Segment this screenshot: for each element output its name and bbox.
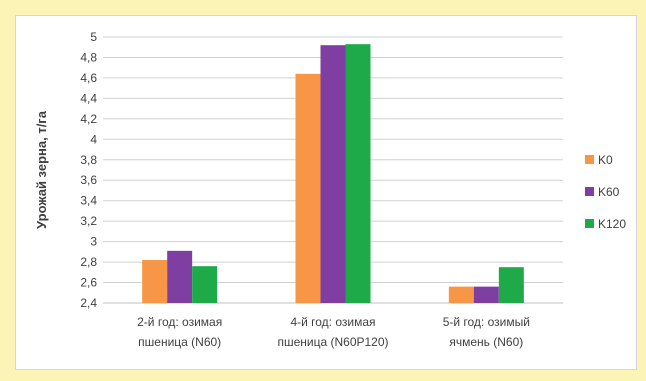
y-tick-label: 2,6 [80, 276, 97, 290]
bar-k0 [142, 260, 168, 303]
legend-swatch [585, 187, 594, 196]
y-tick-label: 4,8 [80, 50, 97, 64]
bar-k120 [192, 266, 218, 303]
bar-k60 [473, 286, 499, 303]
y-tick-label: 4,2 [80, 112, 97, 126]
y-tick-label: 2,4 [80, 296, 97, 310]
y-tick-label: 3,8 [80, 153, 97, 167]
bar-k120 [498, 267, 524, 303]
y-tick-label: 4 [90, 132, 97, 146]
y-tick-label: 3,6 [80, 173, 97, 187]
bar-k0 [448, 286, 474, 303]
y-tick-label: 3 [90, 235, 97, 249]
y-tick-label: 5 [90, 30, 97, 44]
y-tick-label: 4,6 [80, 71, 97, 85]
x-tick-label: пшеница (N60) [138, 335, 221, 349]
legend-label: K120 [598, 217, 626, 231]
y-tick-label: 2,8 [80, 255, 97, 269]
legend-swatch [585, 155, 594, 164]
legend-label: K0 [598, 153, 613, 167]
bar-k60 [320, 45, 346, 303]
y-axis-label: Урожай зерна, т/га [34, 110, 49, 229]
bar-chart: 2,4 2,6 2,8 3 3,2 3,4 3,6 3,8 4 4,2 4,4 4,6 4,8 5 Урож… [34, 30, 626, 349]
legend-swatch [585, 219, 594, 228]
x-tick-label: 5-й год: озимый [443, 315, 530, 329]
chart-area: 2,4 2,6 2,8 3 3,2 3,4 3,6 3,8 4 4,2 4,4 4,6 4,8 5 Урож… [15, 15, 637, 370]
bar-k0 [295, 73, 321, 303]
y-tick-label: 3,4 [80, 194, 97, 208]
y-tick-label: 4,4 [80, 91, 97, 105]
x-tick-label: 2-й год: озимая [137, 315, 222, 329]
bar-k60 [167, 250, 193, 303]
x-tick-label: пшеница (N60P120) [277, 335, 388, 349]
legend-label: K60 [598, 185, 620, 199]
y-tick-label: 3,2 [80, 214, 97, 228]
x-tick-label: 4-й год: озимая [290, 315, 375, 329]
x-tick-label: ячмень (N60) [449, 335, 523, 349]
bar-k120 [345, 44, 371, 304]
